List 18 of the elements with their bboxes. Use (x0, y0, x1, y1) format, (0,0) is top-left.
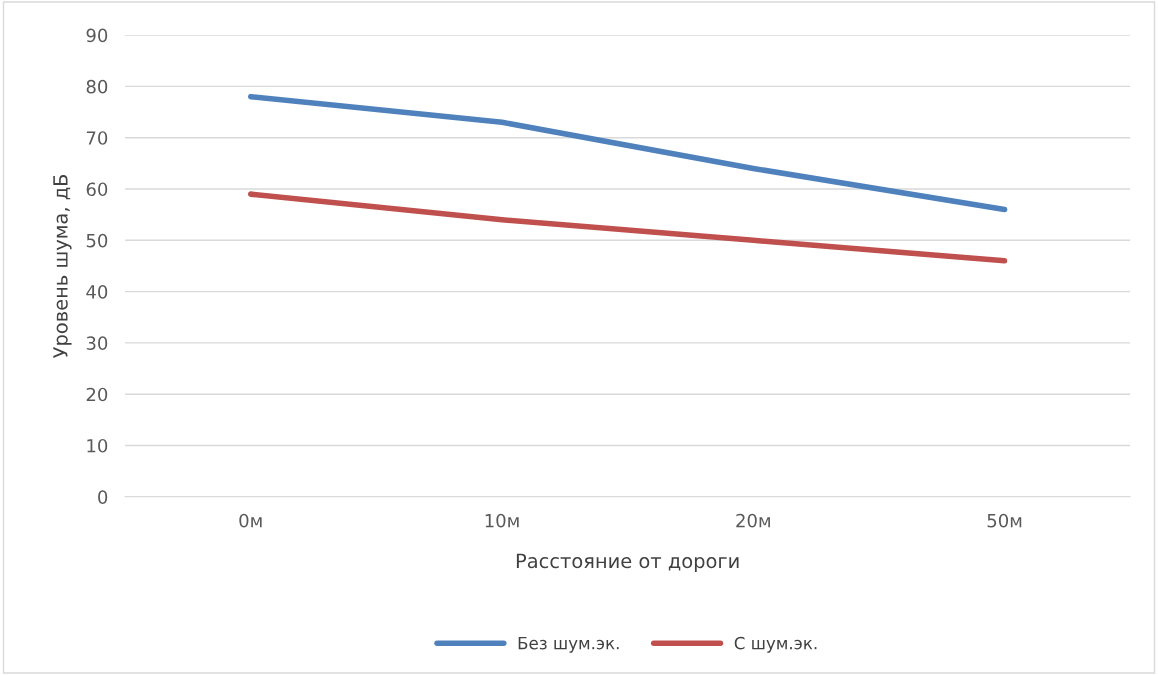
y-axis-title: Уровень шума, дБ (53, 174, 72, 359)
y-tick-label: 30 (86, 336, 108, 351)
y-tick-label: 20 (86, 387, 108, 402)
y-tick-label: 80 (86, 79, 108, 94)
y-tick-label: 90 (86, 28, 108, 43)
x-axis-title: Расстояние от дороги (516, 553, 739, 572)
y-tick-label: 40 (86, 285, 108, 299)
x-tick-label: 20м (736, 513, 770, 528)
y-tick-label: 60 (86, 182, 108, 197)
x-tick-label: 0м (239, 513, 262, 528)
y-tick-label: 0 (98, 490, 108, 504)
y-tick-label: 10 (87, 438, 108, 453)
y-tick-label: 50 (86, 233, 108, 248)
y-tick-label: 70 (86, 131, 108, 145)
legend-label: Без шум.эк. (518, 637, 619, 653)
x-tick-label: 10м (485, 513, 519, 528)
legend-label: С шум.эк. (734, 636, 817, 653)
x-tick-label: 50м (987, 513, 1022, 528)
